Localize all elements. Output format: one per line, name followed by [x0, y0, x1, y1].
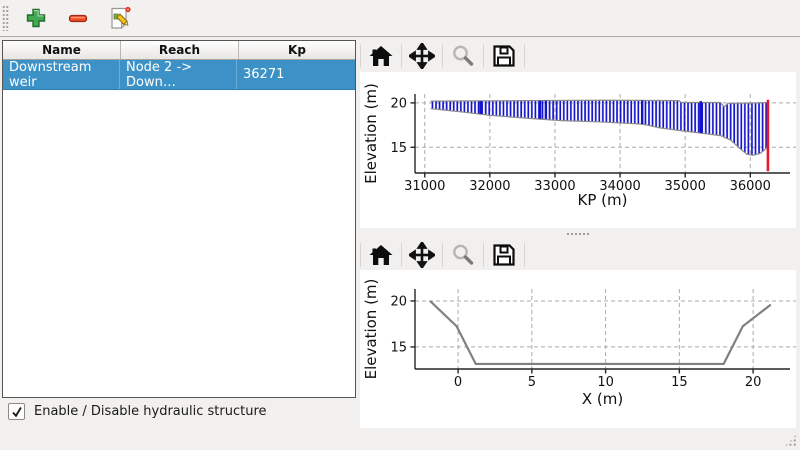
- cell-kp: 36271: [243, 67, 285, 82]
- svg-text:32000: 32000: [469, 179, 510, 194]
- svg-text:20: 20: [390, 96, 407, 111]
- separator: [360, 44, 361, 68]
- svg-text:15: 15: [390, 141, 407, 156]
- chart-svg: 0 5 10 15 20 15 20 X (m) Elevation (m): [362, 279, 796, 408]
- column-header-name[interactable]: Name: [3, 41, 121, 59]
- cell-reach: Node 2 -> Down…: [120, 60, 237, 90]
- svg-text:35000: 35000: [665, 179, 706, 194]
- separator: [401, 243, 402, 267]
- separator: [524, 243, 525, 267]
- cell-name: Downstream weir: [3, 60, 120, 90]
- separator: [483, 44, 484, 68]
- svg-text:15: 15: [671, 375, 688, 390]
- svg-text:15: 15: [390, 340, 407, 355]
- home-icon: [369, 245, 393, 265]
- resize-grip[interactable]: [784, 434, 797, 447]
- minus-icon: [68, 14, 88, 23]
- pan-button[interactable]: [402, 42, 442, 70]
- cross-section-toolbar: [360, 240, 796, 270]
- pan-button[interactable]: [402, 241, 442, 269]
- svg-text:Elevation (m): Elevation (m): [362, 83, 380, 184]
- home-button[interactable]: [361, 42, 401, 70]
- zoom-button[interactable]: [443, 42, 483, 70]
- add-structure-button[interactable]: [21, 3, 51, 33]
- main-toolbar: [0, 0, 800, 37]
- separator: [483, 243, 484, 267]
- table-header: Name Reach Kp: [3, 41, 355, 60]
- plus-icon: [26, 8, 46, 28]
- separator: [442, 44, 443, 68]
- pan-icon: [409, 43, 435, 69]
- zoom-icon: [453, 244, 474, 265]
- svg-text:X (m): X (m): [582, 390, 623, 408]
- enable-structure-row[interactable]: Enable / Disable hydraulic structure: [8, 403, 267, 420]
- zoom-icon: [453, 45, 474, 66]
- svg-text:34000: 34000: [599, 179, 640, 194]
- save-button[interactable]: [484, 241, 524, 269]
- cross-section-plot[interactable]: 0 5 10 15 20 15 20 X (m) Elevation (m): [360, 270, 796, 428]
- svg-text:20: 20: [390, 294, 407, 309]
- profile-plot-toolbar: [360, 41, 796, 71]
- checkmark-icon: [11, 406, 22, 417]
- edit-structure-button[interactable]: [105, 3, 135, 33]
- save-button[interactable]: [484, 42, 524, 70]
- save-icon: [493, 45, 515, 67]
- table-row[interactable]: Downstream weir Node 2 -> Down… 36271: [3, 60, 355, 90]
- home-button[interactable]: [361, 241, 401, 269]
- separator: [442, 243, 443, 267]
- toolbar-drag-handle[interactable]: [2, 5, 9, 31]
- remove-structure-button[interactable]: [63, 3, 93, 33]
- save-icon: [493, 244, 515, 266]
- svg-text:5: 5: [528, 375, 536, 390]
- pan-icon: [409, 242, 435, 268]
- column-header-reach[interactable]: Reach: [121, 41, 239, 59]
- svg-text:36000: 36000: [730, 179, 771, 194]
- svg-text:33000: 33000: [534, 179, 575, 194]
- svg-text:Elevation (m): Elevation (m): [362, 279, 380, 380]
- svg-text:10: 10: [597, 375, 614, 390]
- svg-text:KP (m): KP (m): [578, 191, 628, 209]
- svg-text:0: 0: [454, 375, 462, 390]
- separator: [360, 243, 361, 267]
- separator: [524, 44, 525, 68]
- edit-icon: [111, 6, 131, 30]
- separator: [401, 44, 402, 68]
- splitter-handle[interactable]: [566, 232, 590, 236]
- chart-svg: 31000 32000 33000 34000 35000 36000 15 20 KP (m)…: [362, 83, 796, 209]
- home-icon: [369, 46, 393, 66]
- column-header-kp[interactable]: Kp: [239, 41, 355, 59]
- enable-structure-label: Enable / Disable hydraulic structure: [34, 404, 267, 419]
- zoom-button[interactable]: [443, 241, 483, 269]
- svg-text:31000: 31000: [404, 179, 445, 194]
- svg-text:20: 20: [745, 375, 762, 390]
- structures-table: Name Reach Kp Downstream weir Node 2 -> …: [2, 40, 356, 398]
- enable-structure-checkbox[interactable]: [8, 403, 25, 420]
- kp-profile-plot[interactable]: 31000 32000 33000 34000 35000 36000 15 20 KP (m)…: [360, 72, 796, 228]
